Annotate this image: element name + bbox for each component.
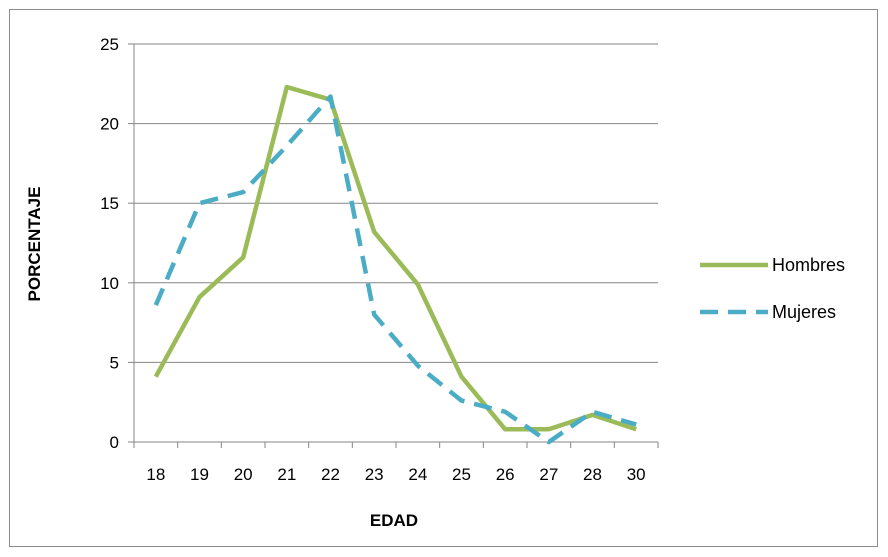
series-line-hombres	[153, 84, 637, 432]
x-tick-label: 28	[583, 465, 602, 484]
legend-label: Hombres	[772, 255, 845, 275]
x-tick-label: 22	[321, 465, 340, 484]
y-tick-label: 15	[100, 194, 119, 213]
x-tick-label: 21	[277, 465, 296, 484]
gridlines	[134, 43, 658, 363]
x-tick-label: 27	[539, 465, 558, 484]
x-tick-label: 26	[496, 465, 515, 484]
x-tick-label: 19	[190, 465, 209, 484]
series-layer	[153, 84, 637, 445]
x-tick-label: 30	[627, 465, 646, 484]
axes	[128, 43, 659, 448]
chart-area	[9, 9, 878, 547]
x-axis-label: EDAD	[370, 511, 418, 530]
y-tick-label: 5	[110, 353, 119, 372]
y-axis-ticks: 0 5 10 15 20 25	[100, 35, 119, 452]
legend-label: Mujeres	[772, 302, 836, 322]
y-tick-label: 20	[100, 115, 119, 134]
x-axis-ticks: 18 19 20 21 22 23 24 25 26 27 28 30	[146, 465, 645, 484]
x-tick-label: 20	[234, 465, 253, 484]
legend: Hombres Mujeres	[700, 255, 845, 322]
x-tick-label: 24	[408, 465, 427, 484]
series-line-mujeres	[153, 94, 637, 445]
x-tick-label: 25	[452, 465, 471, 484]
y-tick-label: 25	[100, 35, 119, 54]
y-axis-label: PORCENTAJE	[25, 187, 44, 302]
y-tick-label: 10	[100, 274, 119, 293]
x-tick-label: 18	[146, 465, 165, 484]
x-tick-label: 23	[365, 465, 384, 484]
y-tick-label: 0	[110, 433, 119, 452]
